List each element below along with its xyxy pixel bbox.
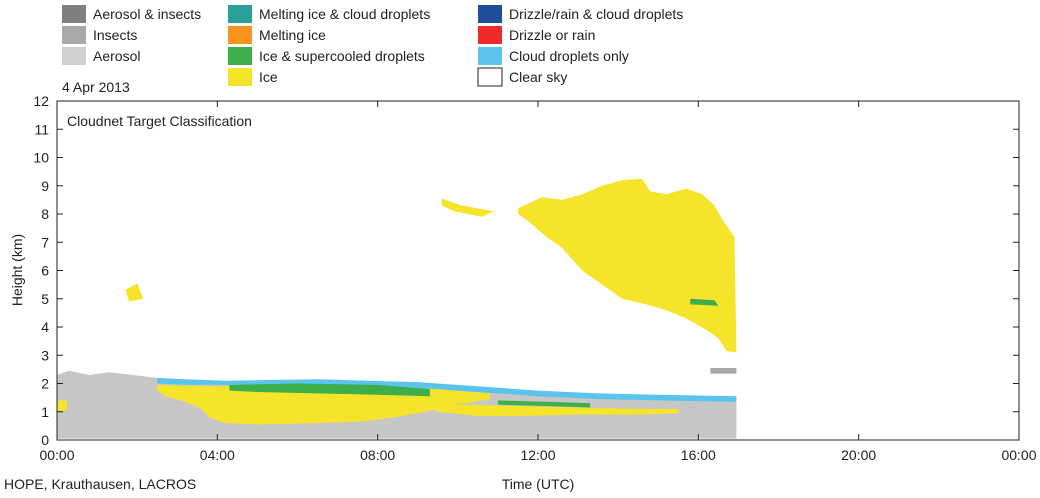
legend-label: Insects bbox=[93, 27, 137, 43]
region-ice-supercooled-droplets-10 bbox=[690, 298, 719, 306]
legend-swatch bbox=[478, 5, 502, 23]
x-tick-label: 04:00 bbox=[200, 447, 235, 463]
x-tick-label: 20:00 bbox=[841, 447, 876, 463]
legend-label: Drizzle/rain & cloud droplets bbox=[509, 6, 683, 22]
legend-swatch bbox=[477, 67, 503, 87]
legend-swatch bbox=[228, 68, 252, 86]
y-tick-label: 4 bbox=[41, 319, 49, 335]
chart-title: Cloudnet Target Classification bbox=[67, 113, 252, 129]
y-axis-label: Height (km) bbox=[9, 234, 25, 306]
y-tick-label: 5 bbox=[41, 291, 49, 307]
region-ice-supercooled-droplets-5 bbox=[497, 400, 591, 408]
region-insects-11 bbox=[710, 368, 737, 374]
legend-label: Drizzle or rain bbox=[509, 27, 595, 43]
y-tick-label: 11 bbox=[34, 121, 49, 137]
region-ice-3 bbox=[425, 404, 679, 416]
y-tick-label: 9 bbox=[41, 178, 49, 194]
legend-swatch bbox=[478, 47, 502, 65]
x-axis-label: Time (UTC) bbox=[502, 476, 575, 492]
legend-label: Aerosol bbox=[93, 48, 140, 64]
legend-label: Clear sky bbox=[509, 69, 567, 85]
y-tick-label: 2 bbox=[41, 376, 49, 392]
region-ice-8 bbox=[441, 198, 494, 217]
y-tick-label: 10 bbox=[33, 150, 49, 166]
legend-swatch bbox=[228, 47, 252, 65]
legend-swatch bbox=[228, 26, 252, 44]
x-tick-label: 00:00 bbox=[1001, 447, 1036, 463]
source-label: HOPE, Krauthausen, LACROS bbox=[4, 476, 196, 492]
y-tick-label: 3 bbox=[41, 347, 49, 363]
legend-label: Aerosol & insects bbox=[93, 6, 201, 22]
x-tick-label: 12:00 bbox=[520, 447, 555, 463]
legend-label: Melting ice bbox=[259, 27, 326, 43]
region-ice-9 bbox=[518, 178, 737, 353]
y-tick-label: 8 bbox=[41, 206, 49, 222]
legend-swatch bbox=[228, 5, 252, 23]
region-ice-7 bbox=[125, 283, 144, 302]
legend-label: Melting ice & cloud droplets bbox=[259, 6, 430, 22]
legend-swatch bbox=[62, 5, 86, 23]
x-tick-label: 00:00 bbox=[39, 447, 74, 463]
legend-swatch bbox=[62, 47, 86, 65]
x-tick-label: 08:00 bbox=[360, 447, 395, 463]
legend-label: Ice & supercooled droplets bbox=[259, 48, 425, 64]
date-label: 4 Apr 2013 bbox=[62, 79, 130, 95]
data-layer bbox=[57, 178, 737, 439]
legend-swatch bbox=[478, 26, 502, 44]
y-tick-label: 1 bbox=[41, 404, 49, 420]
region-ice-6 bbox=[57, 400, 67, 412]
x-tick-label: 16:00 bbox=[681, 447, 716, 463]
axes: 00:00 04:00 08:00 12:00 16:00 20:00 00:0001234… bbox=[33, 93, 1036, 463]
y-tick-label: 0 bbox=[41, 432, 49, 448]
y-tick-label: 7 bbox=[41, 234, 49, 250]
legend-label: Ice bbox=[259, 69, 278, 85]
y-tick-label: 12 bbox=[33, 93, 49, 109]
region-ice-supercooled-droplets-4 bbox=[229, 383, 430, 397]
legend-label: Cloud droplets only bbox=[509, 48, 629, 64]
legend: Aerosol & insects Insects Aerosol Melting i… bbox=[62, 5, 683, 87]
legend-swatch bbox=[62, 26, 86, 44]
y-tick-label: 6 bbox=[41, 263, 49, 279]
